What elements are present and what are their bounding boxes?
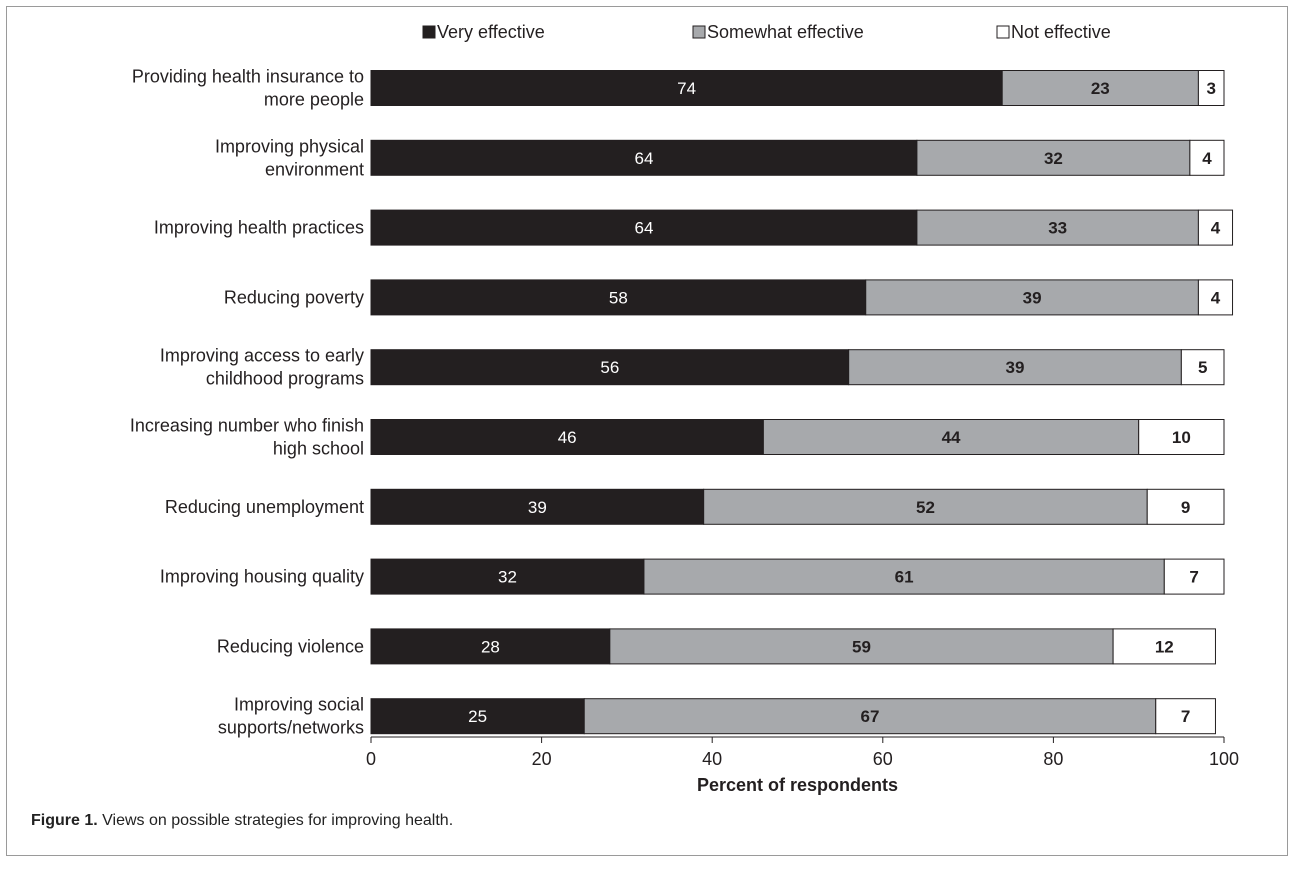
x-tick-label-40: 40 bbox=[702, 749, 722, 769]
category-label-5-line-2: childhood programs bbox=[206, 369, 364, 389]
data-label-somewhat-effective-9: 59 bbox=[852, 637, 871, 656]
category-label-8-line-1: Improving housing quality bbox=[160, 567, 364, 587]
x-tick-label-20: 20 bbox=[532, 749, 552, 769]
bar-not-effective-7 bbox=[1146, 488, 1225, 525]
category-label-2-line-1: Improving physical bbox=[215, 136, 364, 156]
data-label-very-effective-6: 46 bbox=[558, 428, 577, 447]
bar-not-effective-3 bbox=[1197, 209, 1234, 246]
data-label-somewhat-effective-10: 67 bbox=[861, 707, 880, 726]
bar-not-effective-8 bbox=[1163, 558, 1225, 595]
data-label-very-effective-10: 25 bbox=[468, 707, 487, 726]
bar-not-effective-10 bbox=[1155, 698, 1216, 735]
bar-very-effective-7 bbox=[370, 488, 705, 525]
x-tick-label-0: 0 bbox=[366, 749, 376, 769]
bar-very-effective-8 bbox=[370, 558, 645, 595]
bar-very-effective-9 bbox=[370, 628, 611, 665]
bar-somewhat-effective-3 bbox=[916, 209, 1199, 246]
legend-swatch-very-effective bbox=[422, 25, 436, 39]
data-label-somewhat-effective-5: 39 bbox=[1006, 358, 1025, 377]
category-label-5-line-1: Improving access to early bbox=[160, 346, 364, 366]
data-label-very-effective-9: 28 bbox=[481, 637, 500, 656]
legend-label-somewhat-effective: Somewhat effective bbox=[707, 22, 864, 42]
legend-swatch-somewhat-effective bbox=[692, 25, 706, 39]
x-tick-label-100: 100 bbox=[1209, 749, 1239, 769]
data-label-somewhat-effective-6: 44 bbox=[942, 428, 961, 447]
data-label-not-effective-7: 9 bbox=[1181, 498, 1190, 517]
legend-label-not-effective: Not effective bbox=[1011, 22, 1111, 42]
bar-very-effective-5 bbox=[370, 349, 850, 386]
category-label-7-line-1: Reducing unemployment bbox=[165, 497, 364, 517]
bar-not-effective-1 bbox=[1197, 70, 1225, 106]
bar-somewhat-effective-2 bbox=[916, 139, 1191, 176]
bar-not-effective-4 bbox=[1197, 279, 1234, 316]
data-label-very-effective-3: 64 bbox=[634, 219, 653, 238]
bar-somewhat-effective-6 bbox=[762, 419, 1140, 455]
data-label-not-effective-5: 5 bbox=[1198, 358, 1207, 377]
caption-label: Figure 1. bbox=[31, 812, 98, 829]
bar-somewhat-effective-8 bbox=[643, 558, 1165, 595]
data-label-not-effective-2: 4 bbox=[1202, 149, 1212, 168]
data-label-very-effective-2: 64 bbox=[634, 149, 653, 168]
bar-somewhat-effective-7 bbox=[703, 488, 1148, 525]
bar-not-effective-6 bbox=[1138, 419, 1225, 455]
bar-somewhat-effective-1 bbox=[1001, 70, 1199, 106]
legend-swatch-not-effective bbox=[996, 25, 1010, 39]
bar-very-effective-10 bbox=[370, 698, 585, 735]
data-label-not-effective-8: 7 bbox=[1189, 568, 1198, 587]
bar-very-effective-1 bbox=[370, 70, 1003, 106]
data-label-not-effective-9: 12 bbox=[1155, 637, 1174, 656]
data-label-not-effective-4: 4 bbox=[1211, 288, 1221, 307]
caption-text: Views on possible strategies for improvi… bbox=[102, 812, 454, 829]
data-label-somewhat-effective-2: 32 bbox=[1044, 149, 1063, 168]
category-label-6-line-2: high school bbox=[273, 439, 364, 459]
data-label-very-effective-4: 58 bbox=[609, 288, 628, 307]
data-label-very-effective-1: 74 bbox=[677, 79, 696, 98]
data-label-not-effective-3: 4 bbox=[1211, 219, 1221, 238]
data-label-not-effective-6: 10 bbox=[1172, 428, 1191, 447]
category-label-10-line-2: supports/networks bbox=[218, 718, 364, 738]
category-label-2-line-2: environment bbox=[265, 159, 364, 179]
category-label-6-line-1: Increasing number who finish bbox=[130, 416, 364, 436]
bar-somewhat-effective-5 bbox=[848, 349, 1182, 386]
bar-somewhat-effective-10 bbox=[583, 698, 1157, 735]
figure-caption: Figure 1. Views on possible strategies f… bbox=[31, 812, 453, 830]
bar-very-effective-3 bbox=[370, 209, 918, 246]
x-tick-label-80: 80 bbox=[1043, 749, 1063, 769]
bar-very-effective-4 bbox=[370, 279, 867, 316]
data-label-not-effective-1: 3 bbox=[1206, 79, 1215, 98]
stacked-bar-chart: Very effective Somewhat effective Not effe… bbox=[130, 22, 1239, 795]
x-tick-label-60: 60 bbox=[873, 749, 893, 769]
data-label-somewhat-effective-7: 52 bbox=[916, 498, 935, 517]
category-label-10-line-1: Improving social bbox=[234, 695, 364, 715]
data-label-not-effective-10: 7 bbox=[1181, 707, 1190, 726]
x-axis-title: Percent of respondents bbox=[697, 775, 898, 795]
data-label-somewhat-effective-8: 61 bbox=[895, 568, 914, 587]
bar-not-effective-5 bbox=[1180, 349, 1225, 386]
data-label-somewhat-effective-3: 33 bbox=[1048, 219, 1067, 238]
bar-very-effective-2 bbox=[370, 139, 918, 176]
bar-not-effective-2 bbox=[1189, 139, 1225, 176]
category-label-4-line-1: Reducing poverty bbox=[224, 287, 364, 307]
category-label-3-line-1: Improving health practices bbox=[154, 218, 364, 238]
figure-frame: Very effective Somewhat effective Not effe… bbox=[6, 6, 1288, 856]
category-label-1-line-1: Providing health insurance to bbox=[132, 67, 364, 87]
data-label-very-effective-7: 39 bbox=[528, 498, 547, 517]
category-label-9-line-1: Reducing violence bbox=[217, 636, 364, 656]
bar-very-effective-6 bbox=[370, 419, 764, 455]
bar-not-effective-9 bbox=[1112, 628, 1216, 665]
category-label-1-line-2: more people bbox=[264, 90, 364, 110]
data-label-very-effective-5: 56 bbox=[600, 358, 619, 377]
data-label-somewhat-effective-4: 39 bbox=[1023, 288, 1042, 307]
legend-label-very-effective: Very effective bbox=[437, 22, 545, 42]
data-label-very-effective-8: 32 bbox=[498, 568, 517, 587]
data-label-somewhat-effective-1: 23 bbox=[1091, 79, 1110, 98]
